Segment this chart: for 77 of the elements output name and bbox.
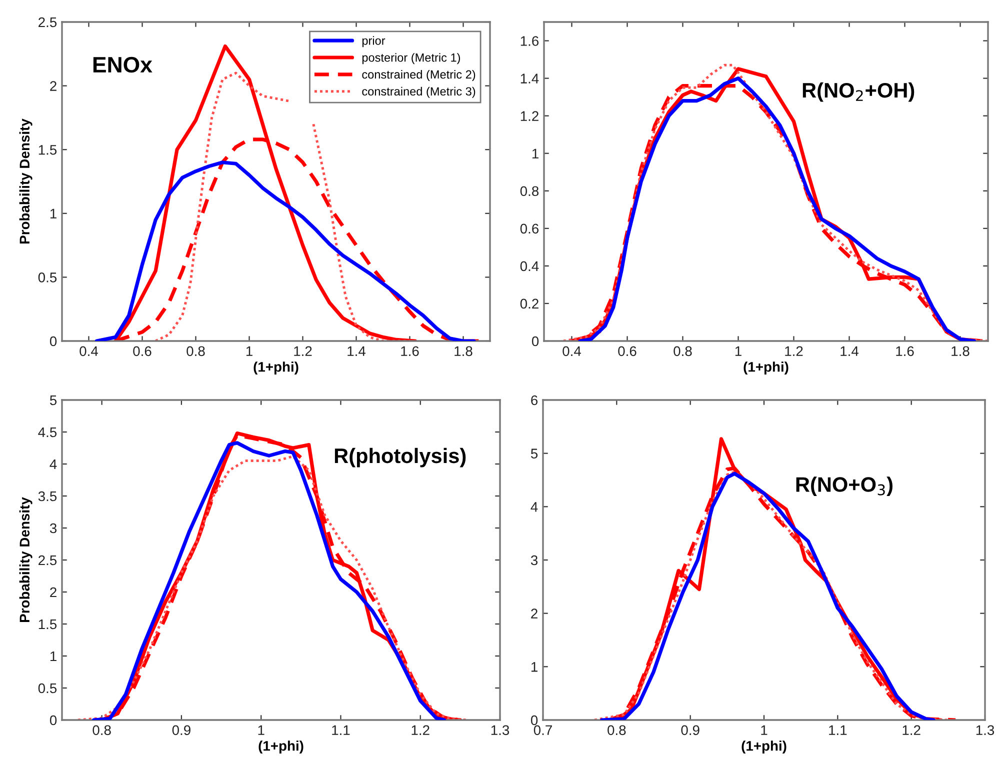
x-tick-label: 1.4 bbox=[348, 346, 366, 356]
y-tick-label: 0.6 bbox=[520, 224, 539, 234]
legend-label: constrained (Metric 2) bbox=[362, 70, 476, 81]
legend-label: posterior (Metric 1) bbox=[362, 53, 460, 64]
y-tick-label: 5 bbox=[530, 448, 538, 459]
x-tick-label: 1 bbox=[761, 725, 768, 735]
y-tick-label: 0.8 bbox=[520, 186, 539, 196]
y-tick-label: 1.6 bbox=[520, 36, 539, 46]
x-tick-label: 0.9 bbox=[681, 725, 700, 736]
x-axis-title: (1+phi) bbox=[744, 362, 788, 375]
y-tick-label: 2.5 bbox=[38, 555, 57, 566]
y-tick-label: 0.4 bbox=[520, 261, 539, 272]
x-tick-label: 1.3 bbox=[976, 725, 994, 736]
y-tick-label: 0 bbox=[530, 715, 538, 726]
y-tick-label: 1.5 bbox=[38, 145, 57, 155]
y-tick-label: 3 bbox=[50, 523, 57, 534]
x-tick-label: 1.2 bbox=[785, 346, 803, 356]
x-axis-title: (1+phi) bbox=[258, 740, 304, 754]
x-tick-label: 1.2 bbox=[294, 346, 312, 356]
x-tick-label: 0.9 bbox=[172, 725, 190, 736]
x-tick-label: 1.6 bbox=[896, 346, 914, 356]
y-tick-label: 0 bbox=[50, 336, 57, 346]
y-tick-label: 2.5 bbox=[38, 17, 57, 28]
y-tick-label: 3.5 bbox=[38, 491, 57, 502]
x-tick-label: 0.8 bbox=[674, 346, 692, 356]
x-tick-label: 0.8 bbox=[92, 725, 111, 736]
legend-label: prior bbox=[362, 36, 386, 48]
x-tick-label: 1.2 bbox=[412, 725, 430, 735]
line-series bbox=[94, 160, 476, 341]
y-tick-label: 1.4 bbox=[520, 74, 539, 84]
y-axis-title: Probability Density bbox=[19, 118, 32, 244]
y-axis-title: Probability Density bbox=[19, 497, 32, 622]
x-tick-label: 1.8 bbox=[454, 346, 472, 356]
x-tick-label: 0.6 bbox=[133, 346, 152, 356]
x-tick-label: 0.7 bbox=[534, 725, 552, 736]
y-tick-label: 4 bbox=[530, 502, 538, 512]
y-tick-label: 0 bbox=[532, 336, 539, 346]
y-tick-label: 1.5 bbox=[38, 619, 57, 630]
y-tick-label: 2 bbox=[50, 587, 56, 598]
y-tick-label: 6 bbox=[531, 395, 538, 406]
y-tick-label: 1 bbox=[50, 208, 56, 218]
annotation: ENOx bbox=[93, 56, 152, 73]
y-tick-label: 2 bbox=[531, 608, 538, 618]
y-tick-label: 1 bbox=[50, 651, 56, 662]
y-tick-label: 2 bbox=[50, 81, 56, 91]
y-tick-label: 1.2 bbox=[520, 111, 538, 121]
y-tick-label: 0.5 bbox=[38, 272, 57, 282]
x-tick-label: 0.4 bbox=[80, 346, 98, 356]
y-tick-label: 4.5 bbox=[38, 427, 57, 438]
x-tick-label: 1.8 bbox=[952, 346, 970, 356]
annotation: R(NO+O$_{3}$) bbox=[796, 476, 892, 496]
y-tick-label: 0.2 bbox=[520, 298, 538, 309]
x-tick-label: 1 bbox=[735, 346, 742, 356]
x-axis-title: (1+phi) bbox=[742, 740, 786, 754]
y-tick-label: 4 bbox=[50, 459, 57, 470]
x-tick-label: 1.6 bbox=[401, 346, 419, 356]
y-tick-label: 0.5 bbox=[38, 683, 57, 694]
y-tick-label: 1 bbox=[531, 662, 538, 672]
x-tick-label: 0.6 bbox=[618, 346, 636, 356]
x-tick-label: 1.1 bbox=[332, 725, 350, 735]
x-tick-label: 1 bbox=[246, 346, 252, 356]
legend-label: constrained (Metric 3) bbox=[362, 86, 476, 98]
y-tick-label: 3 bbox=[530, 555, 538, 566]
y-tick-label: 1 bbox=[532, 148, 538, 158]
x-tick-label: 0.4 bbox=[562, 346, 581, 356]
x-tick-label: 1.4 bbox=[840, 346, 858, 356]
x-tick-label: 1.2 bbox=[902, 725, 920, 735]
y-tick-label: 5 bbox=[50, 395, 57, 406]
x-tick-label: 1.3 bbox=[491, 725, 510, 736]
x-tick-label: 0.8 bbox=[186, 346, 205, 356]
x-axis-title: (1+phi) bbox=[254, 362, 298, 375]
x-tick-label: 0.8 bbox=[608, 725, 626, 736]
annotation: R(photolysis) bbox=[334, 448, 466, 468]
annotation: R(NO$_{2}$+OH) bbox=[802, 82, 914, 102]
y-tick-label: 0 bbox=[50, 715, 57, 726]
x-tick-label: 1.1 bbox=[829, 725, 847, 735]
x-tick-label: 1 bbox=[258, 725, 264, 735]
